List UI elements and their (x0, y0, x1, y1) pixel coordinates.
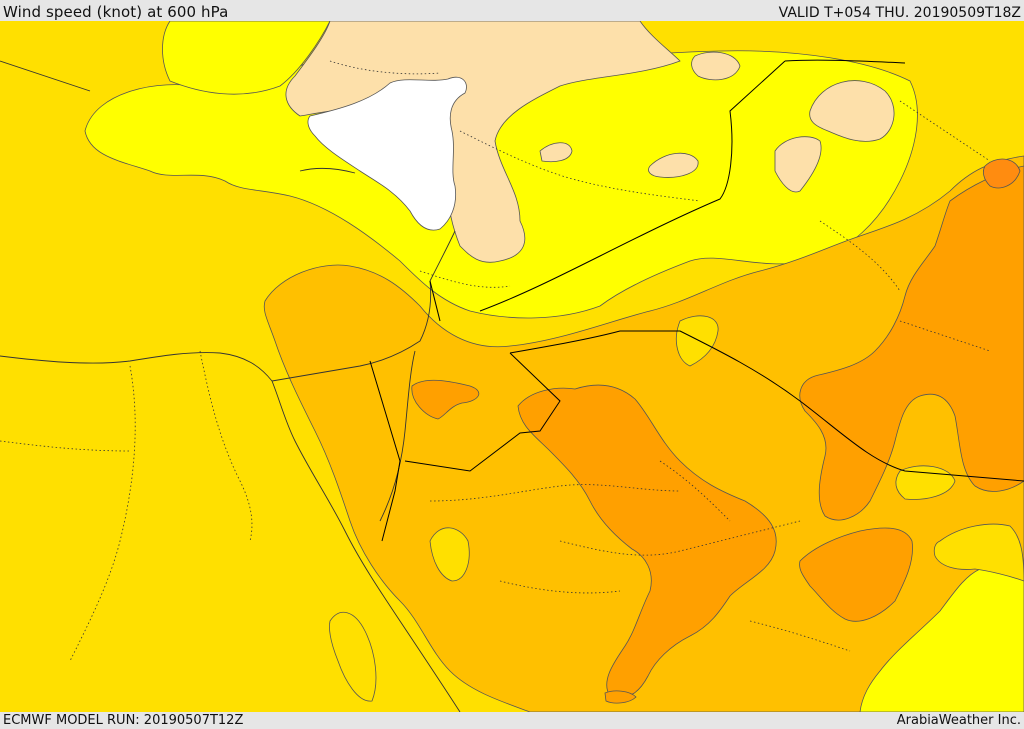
coastlines (0, 60, 461, 712)
band-gold-pocket-3 (676, 315, 719, 367)
band-yellow-turkey-west (162, 21, 331, 95)
band-peach-blob-2 (648, 152, 699, 178)
band-dark-orange-ne (983, 158, 1021, 189)
band-gold-pocket-1 (429, 527, 470, 582)
band-peach-blob-3 (539, 142, 573, 163)
band-gold-pocket-2 (329, 611, 377, 702)
map-footer: ECMWF MODEL RUN: 20190507T12Z ArabiaWeat… (0, 712, 1024, 729)
admin-boundaries (0, 60, 991, 662)
valid-time: VALID T+054 THU. 20190509T18Z (778, 5, 1021, 21)
credit: ArabiaWeather Inc. (896, 713, 1021, 728)
band-orange-blob-2 (799, 527, 913, 622)
band-peach-north (285, 21, 681, 263)
country-borders (369, 59, 1024, 542)
band-peach-blob-1 (774, 136, 822, 193)
band-gold-se (933, 523, 1024, 582)
band-orange-east (799, 165, 1024, 521)
band-peach-blob-4 (691, 51, 741, 81)
wind-speed-map (0, 21, 1024, 712)
band-orange-blob-3 (604, 690, 637, 704)
band-orange-central (517, 384, 777, 698)
band-orange-blob-1 (411, 379, 480, 420)
band-white-syria (307, 76, 467, 231)
model-run: ECMWF MODEL RUN: 20190507T12Z (3, 713, 244, 728)
map-header: Wind speed (knot) at 600 hPa VALID T+054… (0, 0, 1024, 21)
map-title: Wind speed (knot) at 600 hPa (3, 3, 229, 21)
band-peach-ne (809, 80, 895, 142)
